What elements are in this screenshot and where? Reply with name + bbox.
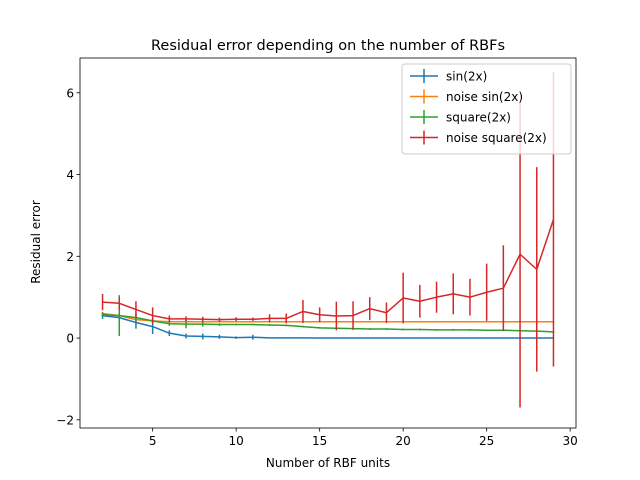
x-axis-label: Number of RBF units [266,456,390,470]
y-tick-label: −2 [56,413,74,427]
series-line [102,219,555,321]
series-0 [101,312,555,340]
legend: sin(2x) noise sin(2x) square(2x) noise squa… [401,63,572,155]
chart-title: Residual error depending on the number o… [151,38,505,54]
legend-item: square(2x) [410,110,511,125]
series-line [102,314,554,339]
y-tick-label: 6 [66,86,74,100]
x-tick-label: 5 [149,434,157,448]
x-tick-label: 10 [229,434,244,448]
legend-label: sin(2x) [446,70,487,84]
axes: 5 10 15 20 25 30 −2 0 2 4 6 [56,57,578,448]
axes-frame [79,57,577,429]
x-tick-label: 20 [396,434,411,448]
legend-item: noise square(2x) [410,130,547,145]
series-line [102,312,554,323]
legend-label: noise square(2x) [446,131,547,145]
y-axis-label: Residual error [29,200,43,284]
legend-label: noise sin(2x) [446,90,523,104]
legend-item: sin(2x) [410,69,487,84]
x-tick-label: 25 [479,434,494,448]
legend-box [401,63,572,155]
legend-item: noise sin(2x) [410,89,523,104]
y-tick-label: 0 [66,332,74,346]
legend-label: square(2x) [446,111,511,125]
series-line [102,314,554,333]
y-tick-label: 4 [66,168,74,182]
x-tick-label: 30 [563,434,578,448]
y-tick-label: 2 [66,250,74,264]
x-tick-label: 15 [312,434,327,448]
